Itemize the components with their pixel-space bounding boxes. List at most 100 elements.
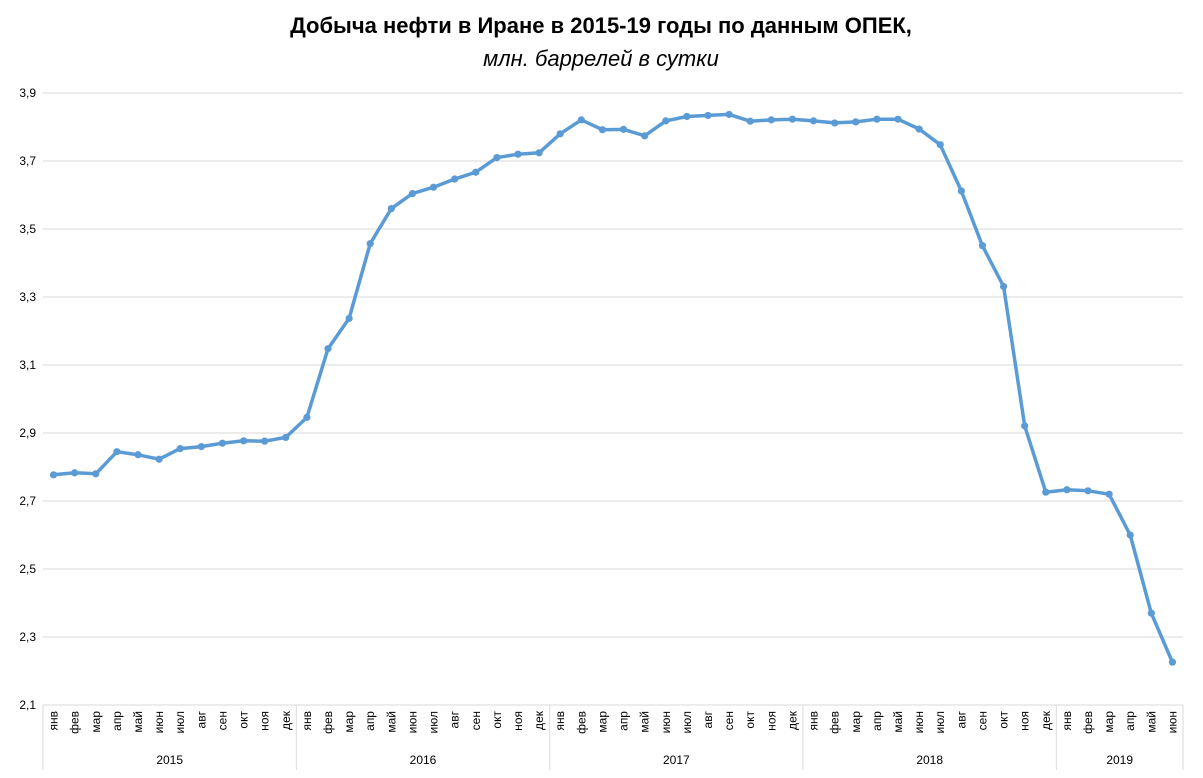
data-point — [282, 433, 290, 442]
x-tick-label-month: янв — [300, 711, 314, 731]
data-point — [999, 282, 1008, 291]
data-point — [598, 126, 607, 134]
x-axis: янв фев мар апр май июн июл авг сен окт ноя дек2015… — [42, 705, 1184, 770]
data-point — [366, 240, 374, 248]
data-point — [683, 112, 691, 121]
data-point — [1147, 609, 1155, 617]
x-tick-label-month: янв — [1060, 711, 1074, 731]
x-tick-label-month: май — [131, 711, 145, 733]
series-line-path — [51, 112, 1175, 664]
data-point — [873, 115, 881, 123]
data-point — [704, 111, 712, 120]
x-tick-label-month: авг — [194, 710, 208, 728]
y-tick-label: 2,3 — [19, 630, 36, 644]
data-point — [535, 149, 543, 157]
data-point — [387, 205, 395, 213]
x-tick-label-month: мар — [1102, 711, 1116, 733]
data-point — [767, 116, 775, 124]
x-tick-label-month: мар — [595, 711, 609, 733]
x-tick-label-month: авг — [954, 710, 968, 728]
data-point — [831, 119, 839, 127]
x-tick-label-month: фев — [1081, 711, 1095, 734]
data-point — [1084, 487, 1092, 495]
x-tick-label-month: янв — [47, 711, 61, 731]
x-tick-label-month: окт — [997, 711, 1011, 729]
x-tick-label-year: 2018 — [916, 753, 943, 767]
x-tick-label-month: фев — [321, 711, 335, 734]
data-point — [556, 130, 564, 138]
y-tick-label: 3,5 — [19, 222, 36, 236]
data-point — [92, 470, 100, 478]
x-tick-label-month: янв — [807, 711, 821, 731]
data-point — [1105, 490, 1113, 498]
data-point — [218, 439, 227, 447]
x-tick-label-month: фев — [574, 711, 588, 734]
x-tick-label-month: авг — [701, 710, 715, 728]
x-tick-label-month: мар — [849, 711, 863, 733]
data-point — [451, 175, 459, 183]
x-tick-label-month: июн — [912, 711, 926, 733]
data-point — [408, 190, 417, 198]
x-tick-label-month: дек — [532, 710, 546, 730]
x-tick-label-month: июн — [405, 711, 419, 733]
x-tick-label-month: апр — [870, 711, 884, 731]
data-point — [472, 168, 480, 176]
x-tick-label-month: апр — [110, 711, 124, 731]
data-point — [514, 150, 522, 158]
y-tick-label: 2,5 — [19, 562, 36, 576]
gridlines — [43, 92, 1183, 706]
x-tick-label-month: дек — [785, 710, 799, 730]
data-point — [345, 314, 353, 323]
data-point — [429, 183, 438, 191]
chart-subtitle: млн. баррелей в сутки — [483, 46, 719, 71]
data-point — [113, 448, 121, 456]
data-point — [788, 115, 797, 123]
data-point — [662, 117, 670, 125]
data-point — [852, 118, 860, 126]
y-tick-label: 2,7 — [19, 494, 36, 508]
data-point — [176, 445, 184, 453]
x-tick-label-month: ноя — [764, 711, 778, 731]
data-point — [725, 110, 733, 119]
data-point — [1042, 488, 1050, 496]
x-tick-label-month: июл — [427, 711, 441, 733]
x-tick-label-month: фев — [68, 711, 82, 734]
data-point — [1168, 658, 1177, 666]
data-point — [197, 443, 205, 451]
x-tick-label-month: май — [1144, 711, 1158, 733]
x-tick-label-month: июл — [680, 711, 694, 733]
data-point — [957, 187, 965, 195]
data-point — [155, 455, 163, 463]
x-tick-label-month: ноя — [1018, 711, 1032, 731]
x-tick-label-month: авг — [448, 710, 462, 728]
data-point — [936, 141, 944, 149]
data-point — [809, 117, 818, 125]
y-tick-label: 3,7 — [19, 154, 36, 168]
x-tick-label-month: сен — [722, 711, 736, 730]
x-tick-label-month: май — [638, 711, 652, 733]
data-point — [978, 242, 987, 250]
x-tick-label-month: мар — [342, 711, 356, 733]
x-tick-label-month: июл — [173, 711, 187, 733]
data-point — [577, 116, 585, 124]
data-point — [1126, 531, 1134, 539]
data-point — [1021, 422, 1029, 430]
data-point — [303, 413, 311, 421]
x-tick-label-month: сен — [975, 711, 989, 730]
x-tick-label-year: 2016 — [410, 753, 437, 767]
data-point — [134, 451, 142, 459]
x-tick-label-month: ноя — [258, 711, 272, 731]
y-tick-label: 2,9 — [19, 426, 36, 440]
y-tick-label: 3,3 — [19, 290, 36, 304]
x-tick-label-year: 2019 — [1106, 753, 1133, 767]
series-line — [49, 110, 1177, 666]
y-tick-label: 2,1 — [19, 698, 36, 712]
data-point — [746, 117, 754, 125]
x-tick-label-month: апр — [617, 711, 631, 731]
x-tick-label-month: окт — [743, 711, 757, 729]
x-tick-label-month: дек — [1039, 710, 1053, 730]
data-point — [49, 471, 58, 479]
x-tick-label-month: апр — [1123, 711, 1137, 731]
x-tick-label-month: июн — [1165, 711, 1179, 733]
y-tick-label: 3,1 — [19, 358, 36, 372]
